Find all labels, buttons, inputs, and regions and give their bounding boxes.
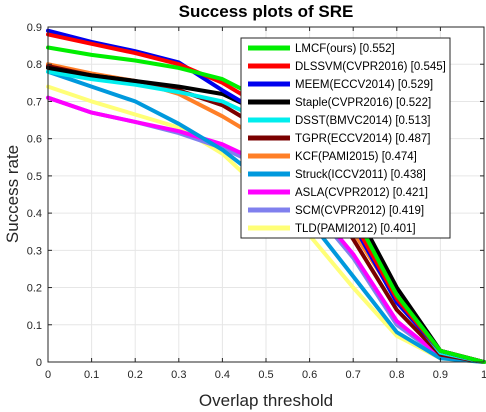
y-tick-label: 0.8	[27, 59, 42, 71]
x-tick-label: 1	[481, 369, 486, 381]
legend-entries: LMCF(ours) [0.552] DLSSVM(CVPR2016) [0.54…	[248, 43, 446, 235]
x-tick-label: 0.3	[171, 369, 186, 381]
y-tick-label: 0.4	[27, 208, 42, 220]
x-tick-label: 0.6	[302, 369, 317, 381]
legend-label-0: LMCF(ours) [0.552]	[295, 43, 395, 55]
tick-layer: 0 0.1 0.2 0.3 0.4 0.5 0.6 0.7 0.8 0.9 1 0 0.1 0.2 0.3 0…	[27, 22, 486, 381]
y-tick-label: 0.9	[27, 22, 42, 34]
chart-title: Success plots of SRE	[179, 2, 354, 21]
x-tick-label: 0.2	[128, 369, 143, 381]
y-axis-label: Success rate	[3, 145, 22, 243]
legend-label-5: TGPR(ECCV2014) [0.487]	[295, 133, 431, 145]
legend-label-4: DSST(BMVC2014) [0.513]	[295, 115, 431, 127]
y-tick-label: 0.2	[27, 283, 42, 295]
legend-label-2: MEEM(ECCV2014) [0.529]	[295, 79, 433, 91]
y-tick-label: 0.7	[27, 96, 42, 108]
x-tick-label: 0	[45, 369, 51, 381]
x-tick-label: 0.7	[346, 369, 361, 381]
y-tick-label: 0	[36, 357, 42, 369]
legend-label-10: TLD(PAMI2012) [0.401]	[295, 223, 416, 235]
x-tick-label: 0.4	[215, 369, 230, 381]
legend-label-9: SCM(CVPR2012) [0.419]	[295, 205, 424, 217]
legend-label-6: KCF(PAMI2015) [0.474]	[295, 151, 417, 163]
y-tick-label: 0.5	[27, 171, 42, 183]
x-tick-label: 0.9	[433, 369, 448, 381]
y-tick-label: 0.6	[27, 134, 42, 146]
legend: LMCF(ours) [0.552] DLSSVM(CVPR2016) [0.54…	[240, 37, 451, 239]
x-tick-label: 0.5	[258, 369, 273, 381]
x-tick-label: 0.1	[84, 369, 99, 381]
legend-label-3: Staple(CVPR2016) [0.522]	[295, 97, 431, 109]
y-tick-label: 0.3	[27, 245, 42, 257]
legend-label-7: Struck(ICCV2011) [0.438]	[295, 169, 426, 181]
legend-label-8: ASLA(CVPR2012) [0.421]	[295, 187, 428, 199]
x-axis-label: Overlap threshold	[199, 391, 333, 410]
y-tick-label: 0.1	[27, 320, 42, 332]
legend-label-1: DLSSVM(CVPR2016) [0.545]	[295, 61, 446, 73]
x-tick-label: 0.8	[389, 369, 404, 381]
